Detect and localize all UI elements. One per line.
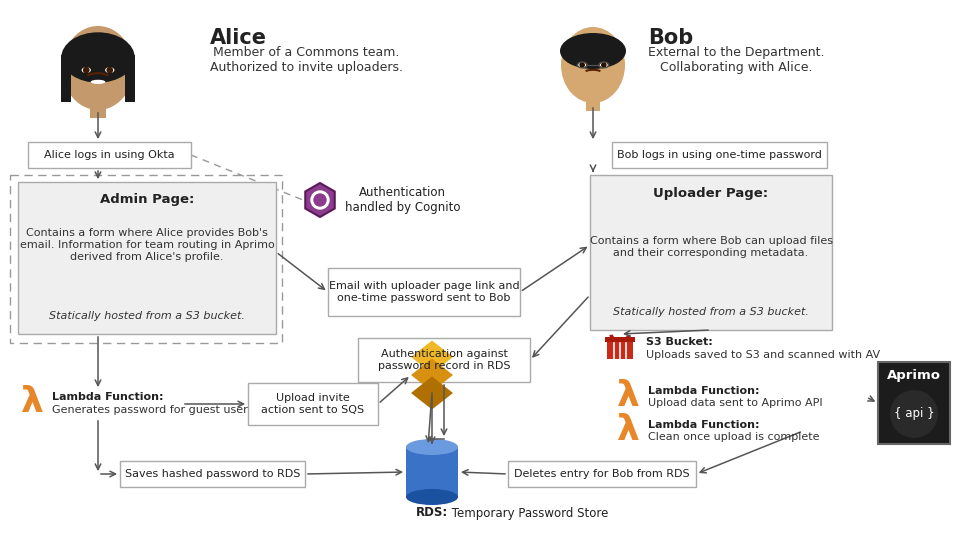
Bar xyxy=(406,447,458,497)
FancyBboxPatch shape xyxy=(590,175,832,330)
FancyBboxPatch shape xyxy=(120,461,305,487)
Ellipse shape xyxy=(90,80,106,84)
Text: Temporary Password Store: Temporary Password Store xyxy=(448,507,609,519)
Text: Authentication against
password record in RDS: Authentication against password record i… xyxy=(377,349,511,371)
Polygon shape xyxy=(411,376,453,409)
Text: Statically hosted from a S3 bucket.: Statically hosted from a S3 bucket. xyxy=(613,307,809,317)
Text: λ: λ xyxy=(616,413,639,447)
Ellipse shape xyxy=(561,27,625,103)
Circle shape xyxy=(107,67,113,73)
Text: Lambda Function:: Lambda Function: xyxy=(648,420,759,430)
Text: Contains a form where Alice provides Bob's
email. Information for team routing i: Contains a form where Alice provides Bob… xyxy=(19,228,275,261)
Text: Lambda Function:: Lambda Function: xyxy=(52,392,163,402)
FancyBboxPatch shape xyxy=(28,142,191,168)
Bar xyxy=(606,337,635,342)
Circle shape xyxy=(83,67,89,73)
Bar xyxy=(586,99,600,111)
Text: Contains a form where Bob can upload files
and their corresponding metadata.: Contains a form where Bob can upload fil… xyxy=(589,236,832,258)
Polygon shape xyxy=(305,183,335,217)
FancyBboxPatch shape xyxy=(328,268,520,316)
Text: Aprimo: Aprimo xyxy=(887,369,941,382)
Text: Uploads saved to S3 and scanned with AV: Uploads saved to S3 and scanned with AV xyxy=(646,350,880,360)
FancyBboxPatch shape xyxy=(248,383,378,425)
Bar xyxy=(61,56,71,102)
Text: Upload data sent to Aprimo API: Upload data sent to Aprimo API xyxy=(648,398,823,408)
Text: Bob: Bob xyxy=(648,28,693,48)
Bar xyxy=(608,339,633,359)
Text: Uploader Page:: Uploader Page: xyxy=(654,186,769,199)
FancyBboxPatch shape xyxy=(612,142,827,168)
Ellipse shape xyxy=(406,489,458,505)
Text: Email with uploader page link and
one-time password sent to Bob: Email with uploader page link and one-ti… xyxy=(328,281,519,303)
Text: Member of a Commons team.
Authorized to invite uploaders.: Member of a Commons team. Authorized to … xyxy=(210,46,403,74)
Text: Upload invite
action sent to SQS: Upload invite action sent to SQS xyxy=(261,393,365,415)
Text: Alice logs in using Okta: Alice logs in using Okta xyxy=(44,150,175,160)
Ellipse shape xyxy=(406,439,458,455)
Ellipse shape xyxy=(106,67,114,73)
Ellipse shape xyxy=(62,26,133,110)
Circle shape xyxy=(311,191,329,209)
Bar xyxy=(90,104,106,118)
Text: { api }: { api } xyxy=(894,408,934,421)
FancyBboxPatch shape xyxy=(18,182,276,334)
FancyBboxPatch shape xyxy=(358,338,530,382)
Text: Lambda Function:: Lambda Function: xyxy=(648,386,759,396)
FancyBboxPatch shape xyxy=(508,461,696,487)
Bar xyxy=(126,56,134,102)
Text: External to the Department.
Collaborating with Alice.: External to the Department. Collaboratin… xyxy=(648,46,825,74)
Ellipse shape xyxy=(61,32,134,83)
Text: Admin Page:: Admin Page: xyxy=(100,193,194,206)
Text: Authentication
handled by Cognito: Authentication handled by Cognito xyxy=(345,186,461,214)
Text: Alice: Alice xyxy=(210,28,267,48)
Text: Bob logs in using one-time password: Bob logs in using one-time password xyxy=(617,150,822,160)
Text: S3 Bucket:: S3 Bucket: xyxy=(646,337,712,347)
Circle shape xyxy=(314,194,326,206)
Text: Statically hosted from a S3 bucket.: Statically hosted from a S3 bucket. xyxy=(49,311,245,321)
Text: Generates password for guest user: Generates password for guest user xyxy=(52,405,248,415)
Polygon shape xyxy=(411,359,453,392)
Ellipse shape xyxy=(560,33,626,69)
Text: Saves hashed password to RDS: Saves hashed password to RDS xyxy=(125,469,300,479)
Polygon shape xyxy=(411,341,453,374)
Circle shape xyxy=(601,62,607,68)
Text: RDS:: RDS: xyxy=(416,507,448,519)
FancyBboxPatch shape xyxy=(878,362,950,444)
Ellipse shape xyxy=(578,63,587,68)
Text: λ: λ xyxy=(616,379,639,413)
Text: Deletes entry for Bob from RDS: Deletes entry for Bob from RDS xyxy=(515,469,690,479)
Circle shape xyxy=(890,390,938,438)
Circle shape xyxy=(580,62,585,68)
Ellipse shape xyxy=(600,63,608,68)
Text: λ: λ xyxy=(20,385,43,419)
Ellipse shape xyxy=(82,67,91,73)
Text: Clean once upload is complete: Clean once upload is complete xyxy=(648,432,820,442)
